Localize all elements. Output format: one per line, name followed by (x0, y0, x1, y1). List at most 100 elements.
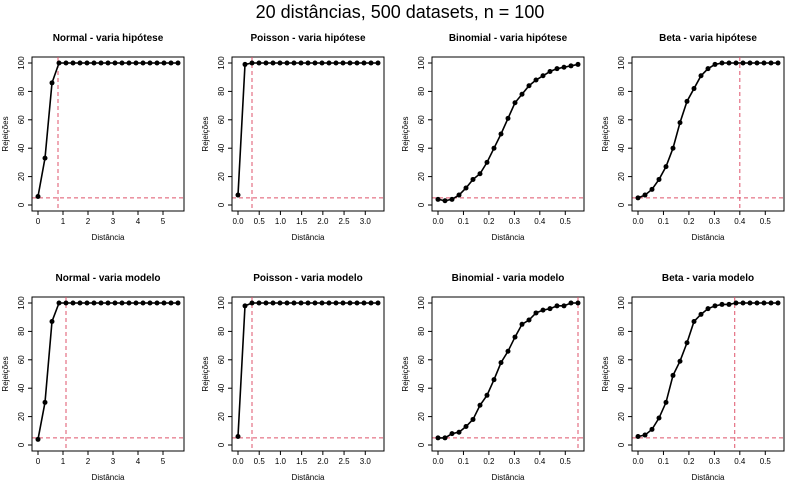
y-axis-label: Rejeições (401, 116, 410, 151)
data-point (235, 433, 241, 439)
data-point (740, 300, 746, 306)
x-tick-label: 2.5 (338, 457, 350, 466)
data-point (463, 424, 469, 430)
y-axis-label: Rejeições (201, 116, 210, 151)
data-point (698, 73, 704, 79)
data-point (305, 60, 311, 66)
data-point (168, 60, 174, 66)
data-point (91, 60, 97, 66)
data-point (670, 145, 676, 151)
x-tick-label: 2.0 (317, 217, 329, 226)
y-tick-label: 100 (217, 296, 226, 310)
data-point (526, 83, 532, 89)
data-point (568, 63, 574, 69)
data-point (340, 300, 346, 306)
data-point (505, 348, 511, 354)
series-line (37, 62, 178, 197)
y-tick-label: 80 (217, 86, 226, 95)
data-point (649, 426, 655, 432)
data-point (361, 60, 367, 66)
data-point (747, 60, 753, 66)
data-point (242, 303, 248, 309)
data-point (42, 399, 48, 405)
y-tick-label: 60 (217, 355, 226, 364)
y-tick-label: 20 (617, 412, 626, 421)
y-tick-label: 20 (17, 412, 26, 421)
plot-frame (631, 296, 785, 452)
data-point (263, 60, 269, 66)
chart-panel-2: Poisson - varia hipótese 0.0 0.5 1.0 1.5 2.0 2… (201, 33, 385, 242)
x-tick-label: 0.3 (709, 217, 721, 226)
data-point (726, 301, 732, 307)
panel-title: Beta - varia modelo (662, 273, 754, 284)
data-point (733, 60, 739, 66)
x-tick-label: 1 (61, 457, 66, 466)
data-point (98, 60, 104, 66)
x-axis-label: Distância (92, 233, 125, 242)
x-tick-label: 0.1 (658, 457, 670, 466)
data-point (642, 192, 648, 198)
y-tick-label: 60 (417, 355, 426, 364)
x-axis-label: Distância (692, 233, 725, 242)
data-point (705, 66, 711, 72)
data-point (705, 306, 711, 312)
y-axis-label: Rejeições (401, 356, 410, 391)
data-point (684, 340, 690, 346)
y-tick-label: 100 (417, 56, 426, 70)
data-point (277, 300, 283, 306)
x-tick-label: 0.5 (560, 217, 572, 226)
x-tick-label: 0.0 (232, 217, 244, 226)
data-point (63, 300, 69, 306)
data-point (540, 307, 546, 313)
data-point (656, 176, 662, 182)
chart-panel-6: Poisson - varia modelo 0.0 0.5 1.0 1.5 2.0 2.5… (201, 273, 385, 482)
x-tick-label: 2 (86, 217, 91, 226)
y-tick-label: 0 (417, 442, 426, 447)
plot-frame (631, 56, 785, 212)
x-tick-label: 2 (86, 457, 91, 466)
x-tick-label: 2.0 (317, 457, 329, 466)
data-point (442, 435, 448, 441)
data-point (340, 60, 346, 66)
x-tick-label: 0.1 (458, 457, 470, 466)
data-point (354, 60, 360, 66)
x-tick-label: 0.2 (683, 457, 695, 466)
data-point (691, 318, 697, 324)
data-point (119, 300, 125, 306)
data-point (42, 155, 48, 161)
data-point (333, 300, 339, 306)
x-tick-label: 1 (61, 217, 66, 226)
data-point (456, 192, 462, 198)
data-point (277, 60, 283, 66)
data-point (105, 300, 111, 306)
y-axis-label: Rejeições (1, 116, 10, 151)
x-tick-label: 0.1 (658, 217, 670, 226)
data-point (775, 300, 781, 306)
data-point (263, 300, 269, 306)
data-point (726, 60, 732, 66)
y-tick-label: 40 (617, 383, 626, 392)
data-point (375, 60, 381, 66)
y-axis-label: Rejeições (601, 116, 610, 151)
data-point (754, 60, 760, 66)
data-point (249, 300, 255, 306)
data-point (70, 60, 76, 66)
data-point (361, 300, 367, 306)
data-point (112, 300, 118, 306)
data-point (298, 300, 304, 306)
data-point (35, 436, 41, 442)
y-tick-label: 80 (17, 86, 26, 95)
data-point (126, 60, 132, 66)
x-tick-label: 0.1 (458, 217, 470, 226)
data-point (333, 60, 339, 66)
x-tick-label: 3.0 (360, 457, 372, 466)
x-axis-label: Distância (92, 473, 125, 482)
data-point (719, 60, 725, 66)
chart-panel-4: Beta - varia hipótese 0.0 0.1 0.2 0.3 0.4 0.5 D… (601, 33, 785, 242)
x-tick-label: 0.2 (483, 217, 495, 226)
x-axis-label: Distância (492, 233, 525, 242)
y-tick-label: 0 (217, 442, 226, 447)
series-line (438, 302, 578, 439)
data-point (312, 60, 318, 66)
